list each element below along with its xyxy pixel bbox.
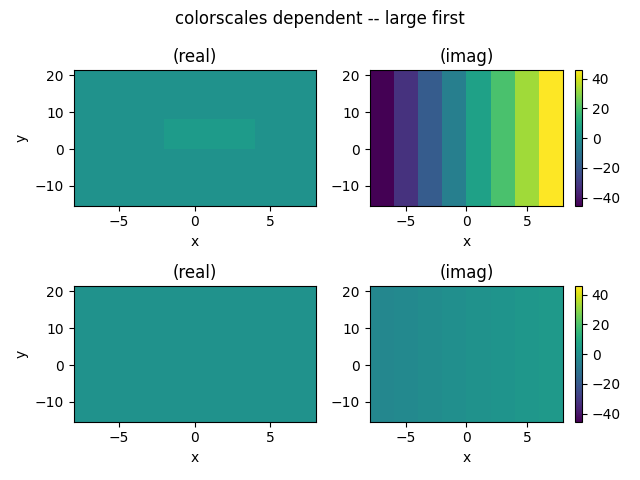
X-axis label: x: x	[191, 451, 198, 465]
X-axis label: x: x	[462, 451, 470, 465]
Title: (real): (real)	[172, 48, 217, 66]
Title: (real): (real)	[172, 264, 217, 282]
Y-axis label: y: y	[15, 134, 29, 142]
Text: colorscales dependent -- large first: colorscales dependent -- large first	[175, 10, 465, 28]
Title: (imag): (imag)	[439, 48, 493, 66]
Title: (imag): (imag)	[439, 264, 493, 282]
X-axis label: x: x	[191, 235, 198, 249]
Y-axis label: y: y	[15, 350, 29, 358]
X-axis label: x: x	[462, 235, 470, 249]
